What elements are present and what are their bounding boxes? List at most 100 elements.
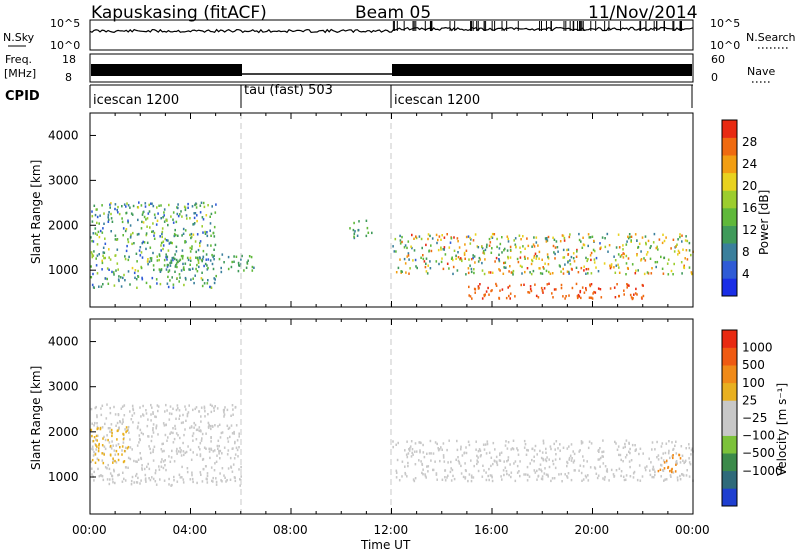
echo-cell — [171, 449, 173, 453]
echo-cell — [441, 448, 443, 451]
echo-cell — [92, 272, 94, 276]
echo-cell — [543, 267, 545, 270]
echo-cell — [111, 220, 114, 223]
echo-cell — [643, 257, 645, 260]
y-tick-label: 4000 — [48, 128, 79, 142]
echo-cell — [127, 425, 130, 429]
echo-cell — [108, 441, 111, 444]
echo-cell — [145, 480, 147, 483]
echo-cell — [469, 242, 472, 245]
echo-cell — [98, 235, 101, 239]
echo-cell — [185, 419, 187, 422]
echo-cell — [602, 439, 604, 442]
echo-cell — [188, 268, 190, 271]
echo-cell — [442, 456, 445, 459]
echo-cell — [227, 267, 230, 271]
echo-cell — [442, 267, 445, 271]
echo-cell — [647, 239, 650, 243]
echo-cell — [169, 460, 172, 463]
echo-cell — [170, 259, 172, 262]
echo-cell — [103, 222, 105, 225]
echo-cell — [213, 469, 216, 472]
echo-cell — [580, 296, 582, 300]
echo-cell — [634, 444, 636, 447]
echo-cell — [657, 248, 659, 251]
echo-cell — [436, 478, 438, 481]
echo-cell — [481, 247, 484, 250]
echo-cell — [492, 462, 494, 466]
echo-cell — [523, 446, 526, 449]
echo-cell — [155, 415, 157, 419]
echo-cell — [180, 269, 183, 272]
echo-cell — [414, 463, 417, 466]
echo-cell — [570, 443, 573, 446]
echo-cell — [113, 470, 115, 473]
echo-cell — [194, 212, 197, 215]
echo-cell — [430, 459, 432, 462]
echo-cell — [96, 215, 99, 219]
echo-cell — [488, 237, 491, 241]
echo-cell — [640, 250, 642, 253]
echo-cell — [213, 225, 216, 229]
echo-cell — [210, 427, 212, 431]
power-x-ticks — [89, 113, 694, 307]
echo-cell — [395, 471, 398, 474]
velocity-x-ticks: 00:00 04:00 08:00 12:00 16:00 20:00 00:00 — [72, 319, 710, 537]
echo-cell — [151, 435, 153, 438]
echo-cell — [602, 462, 605, 465]
echo-cell — [664, 451, 667, 455]
echo-cell — [221, 452, 223, 455]
echo-cell — [115, 269, 117, 272]
echo-cell — [199, 448, 201, 451]
echo-cell — [581, 286, 584, 289]
echo-cell — [223, 415, 225, 418]
echo-cell — [651, 475, 653, 479]
echo-cell — [634, 449, 637, 452]
echo-cell — [457, 256, 460, 259]
echo-cell — [233, 255, 235, 258]
echo-cell — [187, 206, 189, 209]
power-y-label: Slant Range [km] — [29, 160, 43, 264]
echo-cell — [210, 234, 212, 237]
echo-cell — [536, 255, 538, 258]
echo-cell — [675, 460, 678, 463]
echo-cell — [189, 256, 192, 260]
echo-cell — [533, 245, 536, 248]
echo-cell — [125, 228, 128, 231]
echo-cell — [95, 257, 97, 260]
echo-cell — [154, 216, 157, 219]
echo-cell — [661, 442, 664, 445]
echo-cell — [216, 407, 219, 410]
echo-cell — [238, 468, 240, 471]
echo-cell — [579, 464, 582, 467]
echo-cell — [114, 238, 117, 241]
echo-cell — [200, 439, 203, 442]
echo-cell — [506, 460, 508, 463]
echo-cell — [212, 255, 214, 259]
echo-cell — [112, 457, 114, 460]
echo-cell — [184, 229, 187, 232]
echo-cell — [365, 219, 368, 222]
echo-cell — [161, 235, 163, 239]
echo-cell — [177, 434, 179, 437]
echo-cell — [490, 289, 492, 293]
echo-cell — [509, 248, 512, 252]
echo-cell — [197, 248, 200, 252]
echo-cell — [172, 407, 174, 410]
echo-cell — [95, 438, 97, 441]
echo-cell — [521, 265, 523, 269]
echo-cell — [198, 265, 200, 269]
echo-cell — [193, 281, 195, 285]
echo-cell — [202, 249, 205, 253]
echo-cell — [209, 259, 212, 262]
echo-cell — [426, 465, 428, 468]
echo-cell — [354, 230, 356, 233]
echo-cell — [173, 479, 175, 482]
echo-cell — [122, 471, 124, 474]
echo-cell — [196, 219, 198, 223]
echo-cell — [162, 244, 165, 247]
echo-cell — [682, 248, 684, 251]
echo-cell — [101, 404, 104, 407]
echo-cell — [155, 427, 157, 430]
